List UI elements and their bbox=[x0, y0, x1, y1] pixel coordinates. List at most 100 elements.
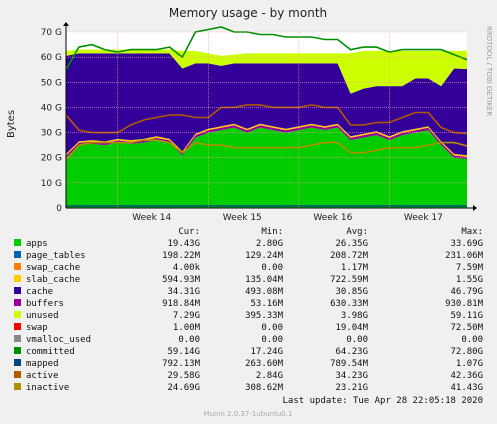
legend-series-name: unused bbox=[26, 311, 59, 321]
legend-avg-value: 34.23G bbox=[335, 371, 368, 381]
legend-min-value: 395.33M bbox=[245, 311, 284, 321]
legend-avg-value: 64.23G bbox=[335, 347, 368, 357]
legend-min-value: 493.08M bbox=[245, 287, 284, 297]
inactive-legend-swatch bbox=[14, 383, 21, 390]
legend-cur-value: 7.29G bbox=[173, 311, 200, 321]
legend-max-value: 7.59M bbox=[456, 263, 484, 273]
x-tick-label: Week 17 bbox=[404, 213, 443, 223]
grid-layer bbox=[66, 31, 467, 208]
legend-avg-value: 30.85G bbox=[335, 287, 368, 297]
y-axis-arrow bbox=[63, 22, 69, 26]
legend-max-value: 72.80G bbox=[450, 347, 483, 357]
legend-avg-value: 1.17M bbox=[341, 263, 369, 273]
legend-min-value: 308.62M bbox=[245, 383, 284, 393]
legend-max-value: 59.11G bbox=[450, 311, 483, 321]
committed-line bbox=[65, 26, 468, 71]
x-tick-label: Week 15 bbox=[223, 213, 262, 223]
rrdtool-credit: RRDTOOL / TOBI OETIKER bbox=[485, 26, 493, 116]
y-tick-label: 30 G bbox=[41, 129, 62, 139]
legend-series-name: buffers bbox=[26, 299, 64, 309]
legend-avg-value: 0.00 bbox=[346, 335, 368, 345]
legend-series-name: mapped bbox=[26, 359, 59, 369]
legend-max-value: 46.79G bbox=[450, 287, 483, 297]
active-line bbox=[65, 104, 468, 135]
legend-cur-value: 792.13M bbox=[162, 359, 201, 369]
y-tick-label: 50 G bbox=[41, 78, 62, 88]
unused-legend-swatch bbox=[14, 311, 21, 318]
legend-min-value: 2.84G bbox=[256, 371, 283, 381]
y-tick-label: 10 G bbox=[41, 179, 62, 189]
legend-max-value: 72.50M bbox=[450, 323, 483, 333]
x-tick-label: Week 14 bbox=[132, 213, 171, 223]
legend-min-value: 17.24G bbox=[250, 347, 283, 357]
apps-area bbox=[66, 127, 467, 208]
legend-series-name: swap_cache bbox=[26, 263, 80, 273]
vmalloc_used-legend-swatch bbox=[14, 335, 21, 342]
legend-series-name: swap bbox=[26, 323, 48, 333]
inactive-line bbox=[65, 139, 468, 161]
legend-cur-value: 24.69G bbox=[167, 383, 200, 393]
line-series-layer bbox=[65, 26, 468, 207]
x-tick-label: Week 16 bbox=[313, 213, 352, 223]
legend-avg-value: 26.35G bbox=[335, 239, 368, 249]
area-series-layer bbox=[66, 49, 467, 208]
swap-legend-swatch bbox=[14, 323, 21, 330]
legend-series-name: apps bbox=[26, 239, 48, 249]
legend-avg-value: 789.54M bbox=[330, 359, 369, 369]
legend-series-name: inactive bbox=[26, 383, 69, 393]
committed-legend-swatch bbox=[14, 347, 21, 354]
legend-avg-value: 3.98G bbox=[341, 311, 368, 321]
legend-avg-value: 23.21G bbox=[335, 383, 368, 393]
legend-max-value: 42.36G bbox=[450, 371, 483, 381]
buffers-area bbox=[66, 125, 467, 159]
mapped-legend-swatch bbox=[14, 359, 21, 366]
legend-min-value: 135.04M bbox=[245, 275, 284, 285]
legend-min-value: 0.00 bbox=[261, 263, 283, 273]
cache-area bbox=[66, 53, 467, 156]
legend-cur-value: 1.00M bbox=[173, 323, 201, 333]
legend-series-name: committed bbox=[26, 347, 75, 357]
slab_cache-area bbox=[66, 123, 467, 157]
legend-cur-value: 594.93M bbox=[162, 275, 201, 285]
y-axis-label: Bytes bbox=[6, 110, 17, 138]
active-legend-swatch bbox=[14, 371, 21, 378]
legend-max-value: 231.06M bbox=[445, 251, 484, 261]
legend-avg-value: 630.33M bbox=[330, 299, 369, 309]
legend-max-value: 33.69G bbox=[450, 239, 483, 249]
page_tables-legend-swatch bbox=[14, 251, 21, 258]
legend-series-name: vmalloc_used bbox=[26, 335, 91, 345]
legend: Cur: Min: Avg: Max: apps 19.43G 2.80G 26.35G 33.… bbox=[14, 227, 484, 393]
legend-min-value: 263.60M bbox=[245, 359, 284, 369]
y-tick-label: 70 G bbox=[41, 28, 62, 38]
legend-cur-value: 34.31G bbox=[167, 287, 200, 297]
legend-cur-value: 0.00 bbox=[178, 335, 200, 345]
legend-header: Avg: bbox=[346, 227, 368, 237]
last-update-text: Last update: Tue Apr 28 22:05:18 2020 bbox=[283, 396, 483, 406]
legend-avg-value: 722.59M bbox=[330, 275, 369, 285]
legend-header: Cur: bbox=[178, 227, 200, 237]
cache-legend-swatch bbox=[14, 287, 21, 294]
legend-series-name: cache bbox=[26, 287, 53, 297]
buffers-legend-swatch bbox=[14, 299, 21, 306]
legend-min-value: 0.00 bbox=[261, 323, 283, 333]
legend-series-name: page_tables bbox=[26, 251, 86, 261]
legend-min-value: 129.24M bbox=[245, 251, 284, 261]
legend-max-value: 1.07G bbox=[456, 359, 483, 369]
y-tick-label: 60 G bbox=[41, 53, 62, 63]
legend-cur-value: 198.22M bbox=[162, 251, 201, 261]
legend-cur-value: 59.14G bbox=[167, 347, 200, 357]
legend-cur-value: 29.58G bbox=[167, 371, 200, 381]
legend-series-name: slab_cache bbox=[26, 275, 80, 285]
y-tick-label: 20 G bbox=[41, 154, 62, 164]
y-tick-label: 0 bbox=[56, 204, 62, 214]
legend-max-value: 1.55G bbox=[456, 275, 483, 285]
chart-title: Memory usage - by month bbox=[169, 6, 327, 20]
legend-min-value: 0.00 bbox=[261, 335, 283, 345]
legend-avg-value: 19.04M bbox=[335, 323, 368, 333]
legend-series-name: active bbox=[26, 371, 59, 381]
legend-min-value: 2.80G bbox=[256, 239, 283, 249]
swap_cache-legend-swatch bbox=[14, 263, 21, 270]
legend-max-value: 930.81M bbox=[445, 299, 484, 309]
x-axis-arrow bbox=[473, 205, 477, 211]
